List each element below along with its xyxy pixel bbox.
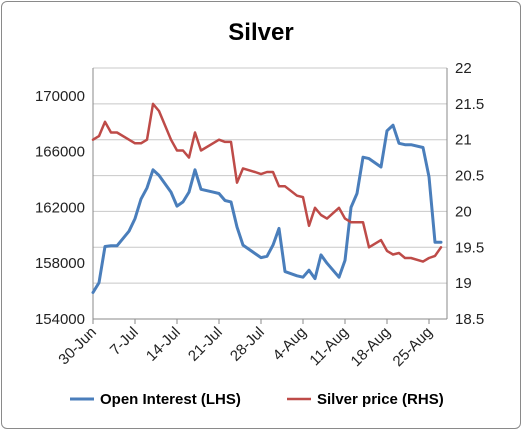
legend-open-interest: Open Interest (LHS) — [70, 391, 241, 408]
left-tick-label: 170000 — [35, 88, 85, 105]
x-tick-label: 11-Aug — [306, 324, 351, 369]
x-tick-label: 25-Aug — [390, 324, 436, 370]
open-interest-line — [91, 123, 443, 294]
right-tick-label: 21 — [455, 132, 472, 149]
right-tick-label: 18.5 — [455, 311, 484, 328]
left-axis-ticks: 154000 158000 162000 166000 170000 — [35, 88, 85, 328]
legend: Open Interest (LHS) Silver price (RHS) — [70, 391, 444, 408]
legend-open-interest-label: Open Interest (LHS) — [100, 391, 241, 408]
right-tick-label: 20.5 — [455, 168, 484, 185]
x-tick-label: 21-Jul — [185, 324, 226, 365]
x-axis-ticks: 30-Jun 7-Jul 14-Jul 21-Jul 28-Jul 4-Aug11-Aug… — [55, 319, 436, 370]
right-tick-label: 19 — [455, 275, 472, 292]
x-tick-label: 30-Jun — [55, 324, 99, 368]
right-tick-label: 19.5 — [455, 239, 484, 256]
right-tick-label: 21.5 — [455, 96, 484, 113]
left-tick-label: 162000 — [35, 199, 85, 216]
x-tick-label: 4-Aug — [270, 324, 310, 364]
left-tick-label: 154000 — [35, 311, 85, 328]
x-tick-label: 28-Jul — [227, 324, 268, 365]
x-tick-label: 14-Jul — [143, 324, 184, 365]
right-tick-label: 20 — [455, 203, 472, 220]
x-tick-label: 18-Aug — [348, 324, 394, 370]
x-tick-label: 7-Jul — [107, 324, 142, 359]
legend-silver-price-label: Silver price (RHS) — [317, 391, 444, 408]
left-tick-label: 166000 — [35, 144, 85, 161]
gridlines — [93, 67, 447, 284]
chart-title: Silver — [228, 19, 293, 46]
right-axis-ticks: 18.5 19 19.5 20 20.5 21 21.5 22 — [455, 60, 484, 328]
axes — [92, 68, 448, 320]
series-lines — [91, 102, 443, 294]
right-tick-label: 22 — [455, 60, 472, 77]
left-tick-label: 158000 — [35, 255, 85, 272]
legend-silver-price: Silver price (RHS) — [287, 391, 444, 408]
silver-price-line — [91, 102, 443, 263]
